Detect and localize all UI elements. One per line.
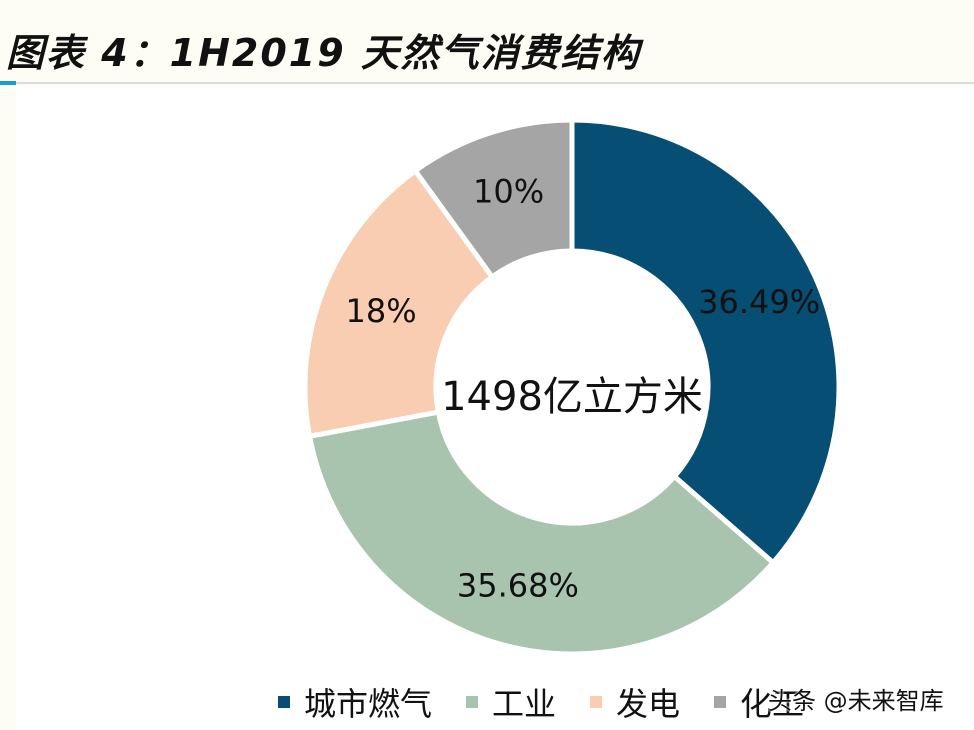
slice-label-chemical: 10% <box>473 173 544 211</box>
legend-label-power: 发电 <box>616 685 681 723</box>
legend-item-power: 发电 <box>590 679 680 725</box>
donut-slices <box>302 117 842 657</box>
header-accent-bar <box>0 81 16 85</box>
slice-labels: 36.49% 35.68% 18% 10% <box>346 173 821 605</box>
legend-item-chemical: 化工 <box>714 679 804 725</box>
chart-title: 图表 4：1H2019 天然气消费结构 <box>6 31 641 75</box>
watermark: 头条 @未来智库 <box>768 687 944 715</box>
donut-slice-industry <box>306 409 777 657</box>
legend-item-industry: 工业 <box>466 679 556 725</box>
legend-swatch-chemical <box>714 696 727 708</box>
legend-swatch-city-gas <box>278 696 290 708</box>
donut-slice-city-gas <box>569 117 842 567</box>
slice-label-industry: 35.68% <box>457 566 579 604</box>
slice-label-city-gas: 36.49% <box>698 283 820 321</box>
slice-label-power: 18% <box>346 292 417 330</box>
legend-label-city-gas: 城市燃气 <box>304 685 433 723</box>
chart-legend: 城市燃气 工业 发电 化工 <box>278 680 838 724</box>
donut-center-label: 1498亿立方米 <box>441 374 703 420</box>
header-divider <box>0 82 974 84</box>
legend-label-industry: 工业 <box>492 685 557 723</box>
donut-slice-power <box>302 167 496 440</box>
donut-slice-chemical <box>411 117 575 281</box>
legend-swatch-power <box>590 696 603 708</box>
legend-swatch-industry <box>466 696 479 708</box>
header: 图表 4：1H2019 天然气消费结构 <box>0 0 974 86</box>
legend-item-city-gas: 城市燃气 <box>278 679 432 725</box>
legend-label-chemical: 化工 <box>740 685 805 723</box>
left-margin-strip <box>0 86 16 730</box>
